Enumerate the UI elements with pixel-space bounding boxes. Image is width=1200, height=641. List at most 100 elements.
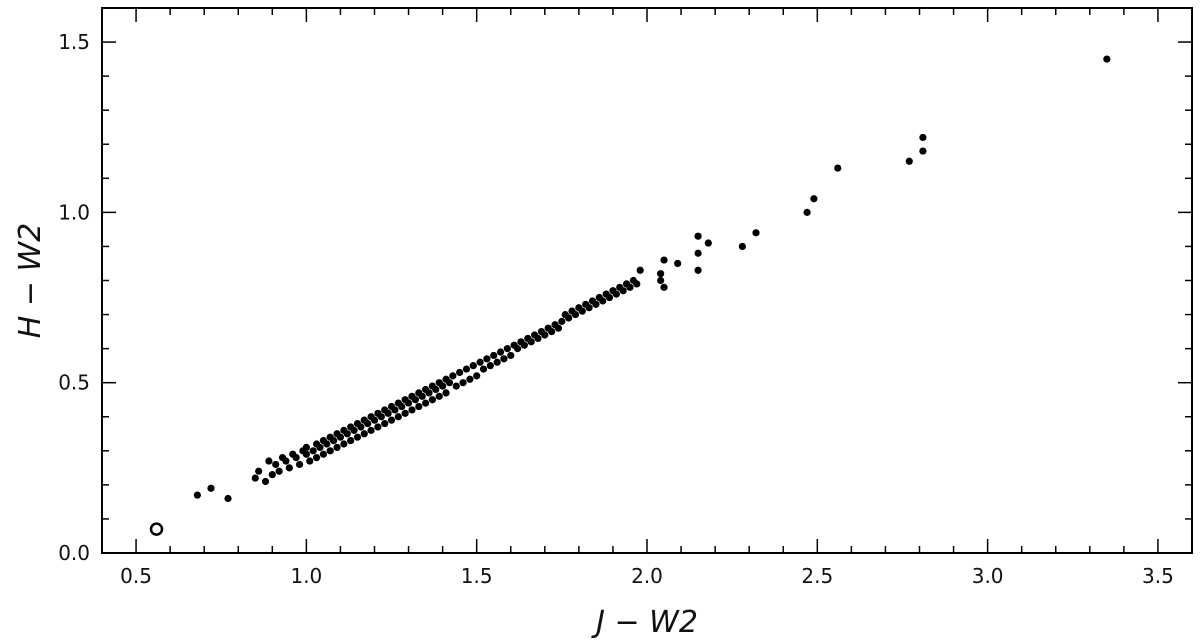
data-point xyxy=(449,372,457,380)
data-point xyxy=(272,460,280,469)
data-point xyxy=(626,283,634,291)
data-point xyxy=(473,372,481,380)
data-point xyxy=(343,430,351,438)
data-point xyxy=(357,423,365,431)
data-point xyxy=(251,474,259,482)
data-point xyxy=(674,259,682,268)
data-point xyxy=(541,331,549,339)
data-point xyxy=(381,419,389,428)
data-point xyxy=(469,362,477,370)
data-points xyxy=(149,55,1111,536)
data-point xyxy=(694,249,702,257)
data-point xyxy=(312,454,321,462)
data-point xyxy=(619,287,627,295)
data-point xyxy=(527,338,535,346)
data-point xyxy=(404,399,413,407)
data-point xyxy=(490,351,498,360)
data-point xyxy=(479,365,488,373)
data-point xyxy=(660,283,668,291)
data-point xyxy=(452,382,460,390)
data-point xyxy=(418,392,426,400)
data-point xyxy=(285,464,293,472)
y-tick-label: 1.0 xyxy=(58,200,90,224)
data-point xyxy=(435,392,443,400)
x-tick-label: 0.5 xyxy=(120,564,152,588)
data-point xyxy=(483,355,491,363)
data-point xyxy=(657,270,665,278)
data-point xyxy=(398,402,406,411)
x-tick-label: 3.0 xyxy=(972,564,1004,588)
data-point xyxy=(605,293,614,302)
x-tick-label: 1.5 xyxy=(461,564,493,588)
data-point xyxy=(411,396,419,404)
data-point xyxy=(432,385,440,394)
data-point xyxy=(592,300,600,308)
data-point xyxy=(462,365,471,373)
data-point xyxy=(330,436,338,445)
data-point xyxy=(428,396,437,404)
data-point xyxy=(919,147,927,155)
x-tick-label: 2.0 xyxy=(631,564,663,588)
data-point xyxy=(459,379,467,387)
y-axis-label: H − W2 xyxy=(13,223,48,339)
data-point xyxy=(633,280,641,288)
data-point xyxy=(207,484,215,492)
data-point xyxy=(503,345,511,353)
data-point xyxy=(694,266,702,274)
data-point xyxy=(905,157,913,165)
data-point xyxy=(360,430,368,438)
plot-frame xyxy=(101,7,1193,554)
x-tick-label: 2.5 xyxy=(801,564,833,588)
data-point xyxy=(415,402,423,411)
data-point xyxy=(548,327,556,336)
data-point xyxy=(565,314,573,322)
data-point xyxy=(500,355,508,363)
data-point xyxy=(282,457,290,465)
data-point xyxy=(657,276,665,285)
data-point xyxy=(353,433,362,441)
data-point xyxy=(445,379,454,387)
data-point xyxy=(340,440,348,448)
data-point xyxy=(367,426,375,434)
x-tick-label: 3.5 xyxy=(1142,564,1174,588)
data-point xyxy=(265,457,273,465)
data-point xyxy=(752,229,760,237)
data-point xyxy=(599,297,607,305)
data-point xyxy=(333,443,341,452)
data-point xyxy=(193,491,201,499)
data-point xyxy=(425,389,433,397)
data-point xyxy=(255,467,263,475)
data-point xyxy=(387,416,396,424)
data-point xyxy=(554,324,563,332)
data-point xyxy=(919,133,927,142)
data-point xyxy=(408,406,416,414)
data-point xyxy=(275,467,283,475)
data-point xyxy=(442,389,450,397)
data-point xyxy=(336,433,345,441)
data-point xyxy=(347,436,355,445)
data-point xyxy=(834,164,842,172)
data-point xyxy=(486,362,494,370)
data-point xyxy=(350,426,358,434)
data-point xyxy=(507,351,515,360)
data-point xyxy=(295,460,304,469)
x-axis-label: J − W2 xyxy=(591,605,698,640)
data-point xyxy=(1103,55,1111,63)
x-tick-labels: 0.5 1.0 1.5 2.0 2.5 3.0 3.5 xyxy=(120,564,1174,588)
data-point xyxy=(476,358,484,366)
data-point xyxy=(326,447,334,455)
data-point xyxy=(558,317,566,325)
data-point xyxy=(803,208,811,216)
data-point xyxy=(364,419,372,428)
data-point xyxy=(306,457,314,465)
data-point xyxy=(496,348,505,356)
data-point xyxy=(694,232,702,240)
data-point xyxy=(660,256,668,264)
data-point xyxy=(309,447,317,455)
data-point xyxy=(466,375,474,383)
highlight-point xyxy=(149,522,164,536)
data-point xyxy=(261,477,270,486)
y-tick-label: 0.5 xyxy=(58,371,90,395)
data-point xyxy=(810,195,818,203)
